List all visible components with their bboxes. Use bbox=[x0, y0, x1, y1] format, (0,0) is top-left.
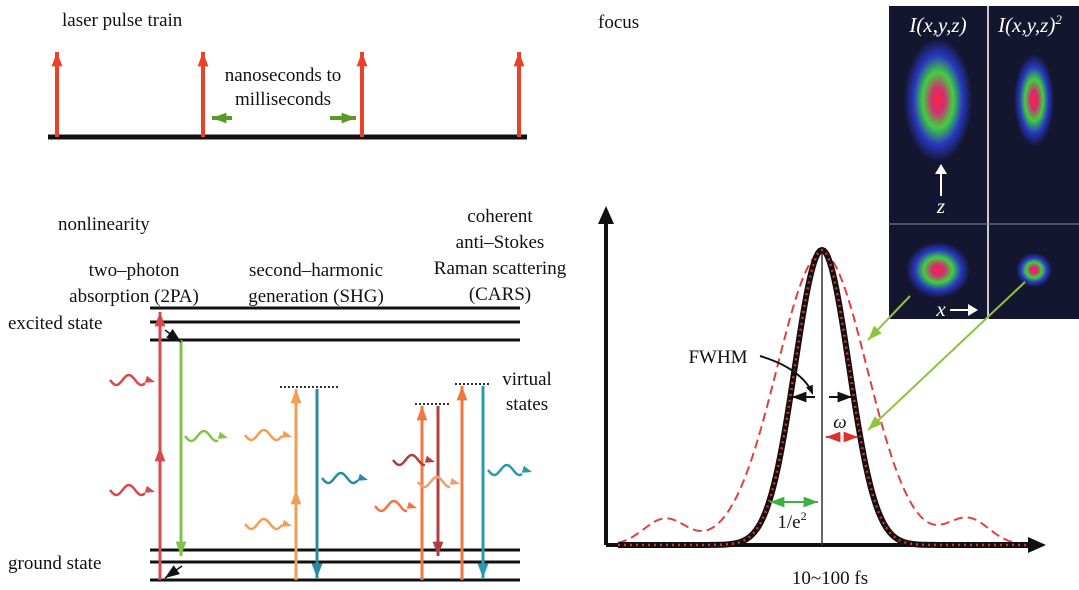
width-label: 1/e2 bbox=[777, 509, 806, 533]
pointer bbox=[867, 281, 1026, 431]
x-arrowhead bbox=[1028, 537, 1046, 553]
fwhm-pointer bbox=[759, 355, 813, 393]
ground-state-label: ground state bbox=[8, 553, 101, 574]
photon bbox=[109, 373, 146, 387]
psf2-curve bbox=[618, 246, 1030, 548]
photon bbox=[321, 471, 359, 485]
photon bbox=[374, 499, 408, 513]
arrowhead bbox=[217, 431, 228, 439]
photon bbox=[244, 428, 283, 442]
focus-title: focus bbox=[598, 12, 639, 33]
x-label: x bbox=[935, 297, 946, 321]
photon bbox=[184, 429, 219, 443]
photon bbox=[392, 453, 426, 467]
process-label: anti–Stokes bbox=[456, 232, 545, 253]
arrowhead bbox=[837, 391, 852, 403]
arrowhead bbox=[165, 565, 180, 578]
arrowhead bbox=[406, 501, 417, 509]
fwhm-label: FWHM bbox=[688, 347, 747, 368]
arrowhead bbox=[513, 52, 525, 67]
arrowhead bbox=[311, 563, 323, 578]
arrowhead bbox=[868, 325, 882, 340]
z-label: z bbox=[936, 194, 945, 218]
arrowhead bbox=[477, 563, 489, 578]
panel-label: I(x,y,z) bbox=[908, 13, 966, 37]
arrowhead bbox=[341, 112, 356, 124]
x-axis-label: 10~100 fs bbox=[792, 568, 868, 589]
arrowhead bbox=[212, 112, 227, 124]
arrowhead bbox=[175, 541, 187, 556]
arrowhead bbox=[144, 485, 155, 493]
pulse-train-title: laser pulse train bbox=[62, 10, 183, 31]
arrowhead bbox=[197, 52, 209, 67]
width-label-sup: 2 bbox=[801, 509, 807, 523]
arrowhead bbox=[281, 430, 292, 438]
interval-label: milliseconds bbox=[235, 89, 331, 110]
process-label: second–harmonic bbox=[249, 260, 383, 281]
panel-label-base: I(x,y,z) bbox=[997, 13, 1055, 37]
arrowhead bbox=[356, 52, 368, 67]
psf2-xz bbox=[1014, 54, 1054, 146]
process-label: generation (SHG) bbox=[248, 286, 384, 307]
photon bbox=[109, 483, 146, 497]
arrowhead bbox=[868, 416, 883, 430]
arrowhead bbox=[770, 496, 785, 508]
x-arrowhead bbox=[968, 304, 978, 316]
arrowhead bbox=[424, 455, 435, 463]
z-arrowhead bbox=[935, 164, 947, 174]
arrowhead bbox=[357, 473, 368, 481]
photon bbox=[417, 475, 451, 489]
omega-label: ω bbox=[833, 412, 846, 433]
arrowhead bbox=[456, 386, 468, 401]
panel-label-sup: 2 bbox=[1055, 12, 1062, 27]
psf2-xy bbox=[1016, 253, 1052, 287]
psf-xy bbox=[906, 242, 970, 298]
arrowhead bbox=[806, 384, 813, 395]
arrowhead bbox=[432, 541, 444, 556]
photon bbox=[487, 463, 523, 477]
y-arrowhead bbox=[598, 206, 614, 224]
width-label-base: 1/e bbox=[777, 512, 800, 533]
interval-label: nanoseconds to bbox=[225, 65, 342, 86]
process-label: two–photon bbox=[89, 260, 180, 281]
arrowhead bbox=[792, 391, 807, 403]
photon bbox=[244, 517, 283, 531]
virtual-label: states bbox=[506, 394, 548, 415]
arrowhead bbox=[521, 465, 532, 473]
arrowhead bbox=[843, 431, 858, 443]
process-label: Raman scattering bbox=[434, 258, 567, 279]
nonlinearity-title: nonlinearity bbox=[58, 214, 150, 235]
process-label: absorption (2PA) bbox=[69, 286, 199, 307]
virtual-label: virtual bbox=[502, 369, 552, 390]
arrowhead bbox=[449, 477, 460, 485]
arrowhead bbox=[166, 329, 181, 342]
panel-label: I(x,y,z)2 bbox=[997, 12, 1062, 37]
arrowhead bbox=[290, 389, 302, 404]
arrowhead bbox=[826, 431, 841, 443]
arrowhead bbox=[416, 406, 428, 421]
arrowhead bbox=[144, 375, 155, 383]
psf-xz bbox=[904, 38, 972, 162]
arrowhead bbox=[51, 52, 63, 67]
arrowhead bbox=[290, 490, 302, 505]
arrowhead bbox=[154, 447, 166, 462]
process-label: coherent bbox=[467, 206, 533, 227]
process-label: (CARS) bbox=[469, 284, 531, 305]
arrowhead bbox=[281, 519, 292, 527]
arrowhead bbox=[803, 496, 818, 508]
arrowhead bbox=[154, 312, 166, 327]
excited-state-label: excited state bbox=[8, 313, 102, 334]
